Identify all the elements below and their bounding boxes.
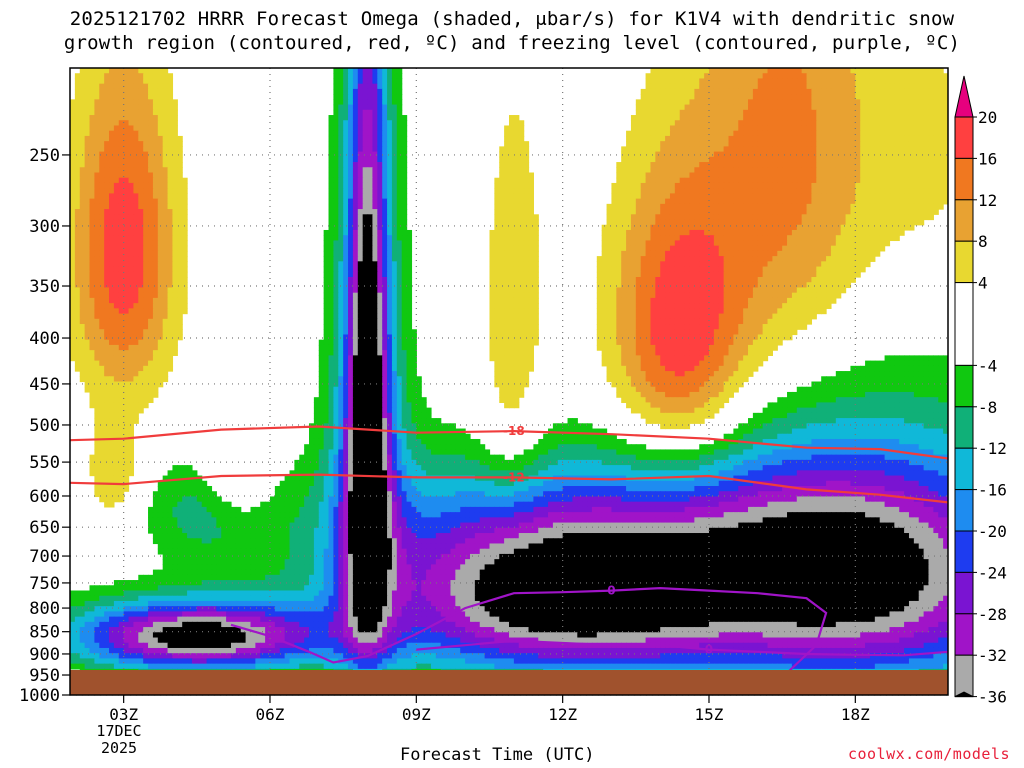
colorbar-bin bbox=[954, 489, 974, 532]
date-label-year: 2025 bbox=[100, 739, 138, 757]
y-tick-label: 400 bbox=[29, 329, 60, 349]
omega-shaded-field bbox=[70, 68, 948, 680]
colorbar-bin bbox=[954, 406, 974, 449]
colorbar-tick-label: -20 bbox=[978, 522, 1007, 541]
colorbar-bin bbox=[954, 240, 974, 284]
time-axis: 03Z 06Z 09Z 12Z 15Z 18Z bbox=[109, 695, 870, 724]
contour-label: 0 bbox=[705, 643, 713, 657]
contour-label: -12 bbox=[503, 470, 525, 484]
colorbar-bin bbox=[954, 282, 974, 366]
y-tick-label: 750 bbox=[29, 574, 60, 594]
y-tick-label: 600 bbox=[29, 487, 60, 507]
colorbar-bin bbox=[954, 116, 974, 159]
x-tick-label: 03Z bbox=[109, 705, 138, 724]
chart-title-line2: growth region (contoured, red, ºC) and f… bbox=[63, 32, 961, 54]
colorbar-tick-label: -8 bbox=[978, 398, 997, 417]
y-tick-label: 1000 bbox=[19, 686, 60, 706]
y-tick-label: 850 bbox=[29, 623, 60, 643]
colorbar-bin bbox=[954, 199, 974, 242]
colorbar-bottom-arrow bbox=[954, 691, 974, 698]
date-label-day: 17DEC bbox=[96, 722, 142, 740]
colorbar-bin bbox=[954, 364, 974, 408]
y-tick-label: 350 bbox=[29, 277, 60, 297]
contour-line bbox=[230, 586, 828, 681]
x-tick-label: 18Z bbox=[841, 705, 870, 724]
colorbar-tick-label: 8 bbox=[978, 232, 988, 251]
colorbar-tick-label: -32 bbox=[978, 646, 1007, 665]
colorbar-bin bbox=[954, 571, 974, 615]
contour-line bbox=[70, 473, 948, 504]
colorbar-bin bbox=[954, 157, 974, 201]
contour-label: 0 bbox=[607, 584, 615, 598]
contour-label: -18 bbox=[503, 424, 525, 438]
x-tick-label: 12Z bbox=[548, 705, 577, 724]
colorbar: 20 16 12 8 4 -4 -8 -12 -16 -20 -24 -28 -32 -36 bbox=[954, 75, 1007, 707]
colorbar-tick-label: -4 bbox=[978, 356, 997, 375]
colorbar-bin bbox=[954, 447, 974, 491]
colorbar-tick-label: -24 bbox=[978, 563, 1007, 582]
y-tick-label: 250 bbox=[29, 146, 60, 166]
y-tick-label: 500 bbox=[29, 416, 60, 436]
contour-lines: -18 -12 0 0 bbox=[70, 424, 948, 681]
grid-lines bbox=[70, 68, 948, 696]
colorbar-tick-label: 12 bbox=[978, 191, 997, 210]
plot-frame bbox=[69, 67, 949, 696]
colorbar-tick-label: 4 bbox=[978, 274, 988, 293]
colorbar-top-arrow bbox=[954, 75, 974, 118]
y-tick-label: 900 bbox=[29, 645, 60, 665]
colorbar-bin bbox=[954, 613, 974, 656]
y-tick-label: 550 bbox=[29, 453, 60, 473]
colorbar-tick-label: -28 bbox=[978, 605, 1007, 624]
colorbar-tick-label: -16 bbox=[978, 481, 1007, 500]
x-tick-label: 09Z bbox=[402, 705, 431, 724]
x-axis-title: Forecast Time (UTC) bbox=[400, 745, 595, 765]
y-tick-label: 950 bbox=[29, 666, 60, 686]
colorbar-tick-label: -12 bbox=[978, 439, 1007, 458]
colorbar-bin bbox=[954, 530, 974, 573]
x-tick-label: 06Z bbox=[256, 705, 285, 724]
colorbar-tick-label: -36 bbox=[978, 688, 1007, 707]
contour-line bbox=[416, 639, 948, 657]
y-tick-label: 450 bbox=[29, 375, 60, 395]
y-tick-label: 300 bbox=[29, 217, 60, 237]
x-tick-label: 15Z bbox=[695, 705, 724, 724]
chart-title-line1: 2025121702 HRRR Forecast Omega (shaded, … bbox=[69, 8, 955, 30]
y-tick-label: 650 bbox=[29, 518, 60, 538]
pressure-axis: 2503003504004505005506006507007508008509… bbox=[19, 146, 70, 706]
credit-text: coolwx.com/models bbox=[847, 745, 1010, 763]
y-tick-label: 700 bbox=[29, 547, 60, 567]
contour-line bbox=[70, 425, 948, 460]
colorbar-tick-label: 20 bbox=[978, 108, 997, 127]
colorbar-tick-label: 16 bbox=[978, 149, 997, 168]
colorbar-bin bbox=[954, 654, 974, 698]
ground-below-surface bbox=[70, 670, 948, 695]
y-tick-label: 800 bbox=[29, 599, 60, 619]
